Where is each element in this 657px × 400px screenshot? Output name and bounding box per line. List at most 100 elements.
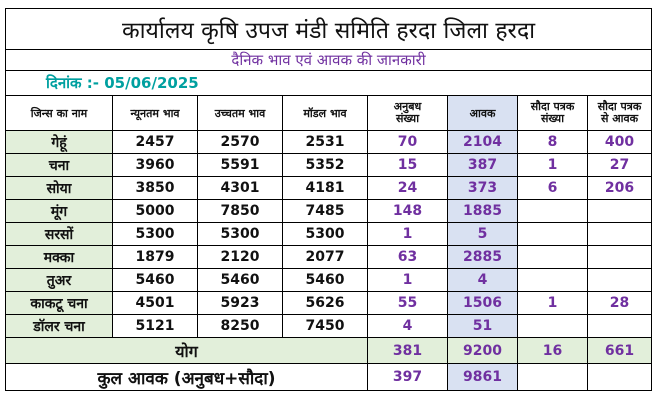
table-row: मक्का 1879 2120 2077 63 2885 bbox=[5, 245, 653, 269]
arrival: 1506 bbox=[447, 291, 518, 315]
max-price: 7850 bbox=[197, 199, 283, 223]
total-sauda-count: 16 bbox=[517, 337, 588, 364]
commodity-name: गेहूं bbox=[5, 130, 113, 154]
col-header-sauda-arrival-line2: से आवक bbox=[600, 112, 639, 125]
commodity-name: सरसों bbox=[5, 222, 113, 246]
table-row: डॉलर चना 5121 8250 7450 4 51 bbox=[5, 314, 653, 338]
modal-price: 5352 bbox=[282, 153, 368, 177]
col-header-sauda-count-line2: संख्या bbox=[540, 112, 565, 125]
max-price: 5591 bbox=[197, 153, 283, 177]
page-title: कार्यालय कृषि उपज मंडी समिति हरदा जिला ह… bbox=[4, 8, 653, 50]
sauda-arrival: 28 bbox=[586, 291, 653, 315]
min-price: 3850 bbox=[112, 176, 198, 200]
commodity-name: डॉलर चना bbox=[5, 314, 113, 338]
anubadh-count: 148 bbox=[367, 199, 448, 223]
max-price: 5460 bbox=[197, 268, 283, 292]
report-date: दिनांक :- 05/06/2025 bbox=[4, 70, 653, 96]
min-price: 5121 bbox=[112, 314, 198, 338]
anubadh-count: 15 bbox=[367, 153, 448, 177]
modal-price: 2531 bbox=[282, 130, 368, 154]
table-row: मूंग 5000 7850 7485 148 1885 bbox=[5, 199, 653, 223]
arrival: 387 bbox=[447, 153, 518, 177]
min-price: 5000 bbox=[112, 199, 198, 223]
max-price: 2570 bbox=[197, 130, 283, 154]
anubadh-count: 1 bbox=[367, 222, 448, 246]
modal-price: 5300 bbox=[282, 222, 368, 246]
sauda-arrival: 400 bbox=[586, 130, 653, 154]
col-header-sauda-arrival: सौदा पत्रक से आवक bbox=[586, 95, 653, 131]
table-row: सरसों 5300 5300 5300 1 5 bbox=[5, 222, 653, 246]
commodity-name: मक्का bbox=[5, 245, 113, 269]
grand-total-empty-2 bbox=[586, 363, 653, 391]
commodity-name: चना bbox=[5, 153, 113, 177]
modal-price: 4181 bbox=[282, 176, 368, 200]
min-price: 1879 bbox=[112, 245, 198, 269]
grand-total-anubadh: 397 bbox=[367, 363, 448, 391]
total-sauda-arrival: 661 bbox=[586, 337, 653, 364]
sauda-count bbox=[517, 245, 588, 269]
total-anubadh: 381 bbox=[367, 337, 448, 364]
sauda-arrival: 206 bbox=[586, 176, 653, 200]
table-row: तुअर 5460 5460 5460 1 4 bbox=[5, 268, 653, 292]
commodity-name: काकटू चना bbox=[5, 291, 113, 315]
page-subtitle: दैनिक भाव एवं आवक की जानकारी bbox=[4, 49, 653, 71]
max-price: 2120 bbox=[197, 245, 283, 269]
col-header-min-price: न्यूनतम भाव bbox=[112, 95, 198, 131]
modal-price: 5626 bbox=[282, 291, 368, 315]
modal-price: 7450 bbox=[282, 314, 368, 338]
arrival: 51 bbox=[447, 314, 518, 338]
modal-price: 7485 bbox=[282, 199, 368, 223]
sauda-count bbox=[517, 314, 588, 338]
sauda-arrival bbox=[586, 268, 653, 292]
total-label: योग bbox=[5, 337, 368, 364]
sauda-count: 8 bbox=[517, 130, 588, 154]
min-price: 5460 bbox=[112, 268, 198, 292]
grand-total-empty-1 bbox=[517, 363, 588, 391]
col-header-commodity: जिन्स का नाम bbox=[5, 95, 113, 131]
anubadh-count: 70 bbox=[367, 130, 448, 154]
col-header-sauda-count-line1: सौदा पत्रक bbox=[530, 100, 575, 113]
anubadh-count: 1 bbox=[367, 268, 448, 292]
modal-price: 2077 bbox=[282, 245, 368, 269]
col-header-anubadh-count: अनुबध संख्या bbox=[367, 95, 448, 131]
col-header-modal-price: मॉडल भाव bbox=[282, 95, 368, 131]
min-price: 3960 bbox=[112, 153, 198, 177]
grand-total-arrival: 9861 bbox=[447, 363, 518, 391]
anubadh-count: 24 bbox=[367, 176, 448, 200]
total-arrival: 9200 bbox=[447, 337, 518, 364]
col-header-arrival: आवक bbox=[447, 95, 518, 131]
arrival: 5 bbox=[447, 222, 518, 246]
sauda-arrival: 27 bbox=[586, 153, 653, 177]
max-price: 5923 bbox=[197, 291, 283, 315]
sauda-count: 6 bbox=[517, 176, 588, 200]
mandi-report-sheet: कार्यालय कृषि उपज मंडी समिति हरदा जिला ह… bbox=[4, 8, 653, 398]
arrival: 2885 bbox=[447, 245, 518, 269]
min-price: 4501 bbox=[112, 291, 198, 315]
arrival: 4 bbox=[447, 268, 518, 292]
max-price: 4301 bbox=[197, 176, 283, 200]
anubadh-count: 4 bbox=[367, 314, 448, 338]
min-price: 5300 bbox=[112, 222, 198, 246]
min-price: 2457 bbox=[112, 130, 198, 154]
commodity-name: सोया bbox=[5, 176, 113, 200]
arrival: 2104 bbox=[447, 130, 518, 154]
sauda-arrival bbox=[586, 222, 653, 246]
col-header-anubadh-line1: अनुबध bbox=[393, 100, 422, 113]
total-row: योग 381 9200 16 661 bbox=[5, 337, 653, 364]
col-header-sauda-count: सौदा पत्रक संख्या bbox=[517, 95, 588, 131]
table-row: सोया 3850 4301 4181 24 373 6 206 bbox=[5, 176, 653, 200]
max-price: 5300 bbox=[197, 222, 283, 246]
table-row: चना 3960 5591 5352 15 387 1 27 bbox=[5, 153, 653, 177]
grand-total-row: कुल आवक (अनुबध+सौदा) 397 9861 bbox=[5, 363, 653, 391]
col-header-sauda-arrival-line1: सौदा पत्रक bbox=[597, 100, 642, 113]
header-row: जिन्स का नाम न्यूनतम भाव उच्चतम भाव मॉडल… bbox=[5, 95, 653, 131]
sauda-arrival bbox=[586, 314, 653, 338]
max-price: 8250 bbox=[197, 314, 283, 338]
arrival: 1885 bbox=[447, 199, 518, 223]
table-row: काकटू चना 4501 5923 5626 55 1506 1 28 bbox=[5, 291, 653, 315]
sauda-arrival bbox=[586, 199, 653, 223]
anubadh-count: 55 bbox=[367, 291, 448, 315]
arrival: 373 bbox=[447, 176, 518, 200]
commodity-name: मूंग bbox=[5, 199, 113, 223]
commodity-name: तुअर bbox=[5, 268, 113, 292]
